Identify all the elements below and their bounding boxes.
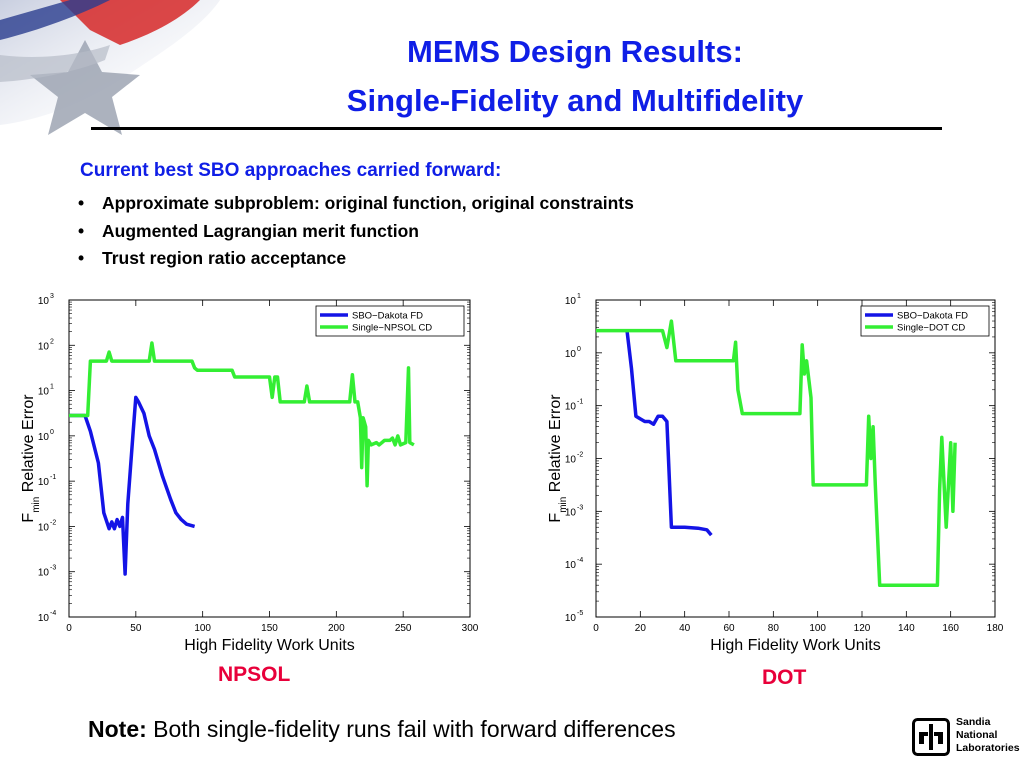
y-tick-exponent: 1 (50, 384, 54, 391)
y-tick-exponent: -2 (577, 452, 583, 459)
bullet-item: • Approximate subproblem: original functi… (78, 190, 634, 218)
y-tick-label: 10 (565, 613, 577, 624)
note-text: Both single-fidelity runs fail with forw… (146, 716, 676, 742)
y-tick-exponent: 0 (50, 429, 54, 436)
y-tick-label: 10 (38, 341, 50, 352)
y-tick-exponent: 1 (577, 293, 581, 300)
y-tick-label: 10 (565, 560, 577, 571)
series-line (596, 319, 957, 588)
legend-label: Single−NPSOL CD (352, 323, 432, 334)
x-tick-label: 80 (768, 623, 780, 634)
bullet-item: • Augmented Lagrangian merit function (78, 218, 634, 246)
x-axis-label: High Fidelity Work Units (184, 637, 354, 654)
x-tick-label: 200 (328, 623, 345, 634)
y-tick-label: 10 (565, 455, 577, 466)
y-axis-label-rest: Relative Error (547, 394, 564, 497)
x-tick-label: 0 (593, 623, 599, 634)
y-axis-label-sub: min (31, 497, 42, 513)
series-line (69, 395, 196, 576)
x-tick-label: 100 (194, 623, 211, 634)
x-tick-label: 120 (854, 623, 871, 634)
y-tick-exponent: -1 (577, 399, 583, 406)
chart-npsol: 10 -4 10 -3 10 -2 10 -1 10 0 10 1 10 2 10 3 0 50 100 150 200… (10, 285, 500, 660)
y-tick-label: 10 (38, 477, 50, 488)
y-tick-label: 10 (38, 432, 50, 443)
y-tick-exponent: -4 (577, 557, 583, 564)
x-tick-label: 140 (898, 623, 915, 634)
y-tick-label: 10 (565, 296, 577, 307)
bullet-text: Approximate subproblem: original functio… (102, 193, 634, 213)
y-tick-exponent: -2 (50, 519, 56, 526)
x-tick-label: 50 (130, 623, 142, 634)
x-tick-label: 250 (395, 623, 412, 634)
chart-dot: 10 -5 10 -4 10 -3 10 -2 10 -1 10 0 10 1 0 20 40 60 80 100 12… (535, 285, 1015, 660)
series-line (625, 330, 713, 537)
y-axis-label: Fmin Relative Error (20, 394, 42, 523)
logo-line: National (956, 729, 998, 741)
x-axis-label: High Fidelity Work Units (710, 637, 880, 654)
y-tick-label: 10 (38, 296, 50, 307)
slide-title-line2: Single-Fidelity and Multifidelity (346, 83, 804, 118)
y-tick-exponent: -3 (577, 504, 583, 511)
title-divider (91, 127, 942, 130)
lead-heading: Current best SBO approaches carried forw… (80, 160, 502, 181)
legend-box (315, 305, 465, 337)
y-tick-exponent: 3 (50, 293, 54, 300)
legend-label: Single−DOT CD (897, 323, 965, 334)
slide-title-line1: MEMS Design Results: (407, 34, 743, 69)
footer-note: Note: Both single-fidelity runs fail wit… (88, 716, 676, 743)
flag-star-decoration-icon (0, 0, 220, 135)
x-tick-label: 20 (635, 623, 647, 634)
plot-frame (68, 299, 471, 618)
x-tick-label: 60 (723, 623, 735, 634)
logo-line: Sandia (956, 716, 991, 728)
y-tick-label: 10 (565, 402, 577, 413)
y-tick-label: 10 (565, 349, 577, 360)
y-tick-label: 10 (565, 507, 577, 518)
y-axis-label-sub: min (558, 497, 569, 513)
bullet-glyph: • (78, 248, 85, 268)
chart-dot-svg: 10 -510 -410 -310 -210 -110 010 10 20 40 60 80 100 12… (547, 293, 1004, 654)
legend-box (860, 305, 990, 337)
bullet-item: • Trust region ratio acceptance (78, 245, 634, 273)
chart-npsol-svg: 10 -410 -310 -210 -110 010 110 210 30 50 100 150 200… (20, 293, 479, 654)
y-tick-label: 10 (38, 568, 50, 579)
y-axis-label: Fmin Relative Error (547, 394, 569, 523)
y-tick-exponent: -4 (50, 610, 56, 617)
caption-dot: DOT (762, 666, 807, 689)
y-axis-label-main: F (547, 513, 564, 523)
legend-label: SBO−Dakota FD (352, 311, 423, 322)
sandia-logo: Sandia National Laboratories (912, 716, 1020, 760)
y-tick-label: 10 (38, 613, 50, 624)
bullet-text: Trust region ratio acceptance (102, 248, 347, 268)
y-tick-exponent: -1 (50, 474, 56, 481)
x-tick-label: 40 (679, 623, 691, 634)
x-tick-label: 160 (942, 623, 959, 634)
bullet-glyph: • (78, 220, 85, 241)
bullet-text: Augmented Lagrangian merit function (102, 220, 419, 241)
legend-label: SBO−Dakota FD (897, 311, 968, 322)
y-tick-exponent: -3 (50, 565, 56, 572)
sandia-logo-text: Sandia National Laboratories (956, 716, 1020, 755)
y-tick-exponent: 2 (50, 338, 54, 345)
bullet-list: • Approximate subproblem: original functi… (78, 190, 634, 273)
y-axis-label-rest: Relative Error (20, 394, 37, 497)
note-label: Note: (88, 716, 147, 742)
x-tick-label: 150 (261, 623, 278, 634)
logo-line: Laboratories (956, 742, 1020, 754)
y-tick-exponent: -5 (577, 610, 583, 617)
x-tick-label: 300 (462, 623, 479, 634)
x-tick-label: 180 (987, 623, 1004, 634)
y-tick-label: 10 (38, 522, 50, 533)
y-tick-exponent: 0 (577, 346, 581, 353)
series-line (69, 341, 415, 488)
plot-frame (595, 299, 996, 618)
x-tick-label: 100 (809, 623, 826, 634)
x-tick-label: 0 (66, 623, 72, 634)
y-axis-label-main: F (20, 513, 37, 523)
caption-npsol: NPSOL (218, 663, 291, 686)
bullet-glyph: • (78, 193, 85, 213)
sandia-thunderbird-icon (912, 718, 950, 756)
y-tick-label: 10 (38, 387, 50, 398)
